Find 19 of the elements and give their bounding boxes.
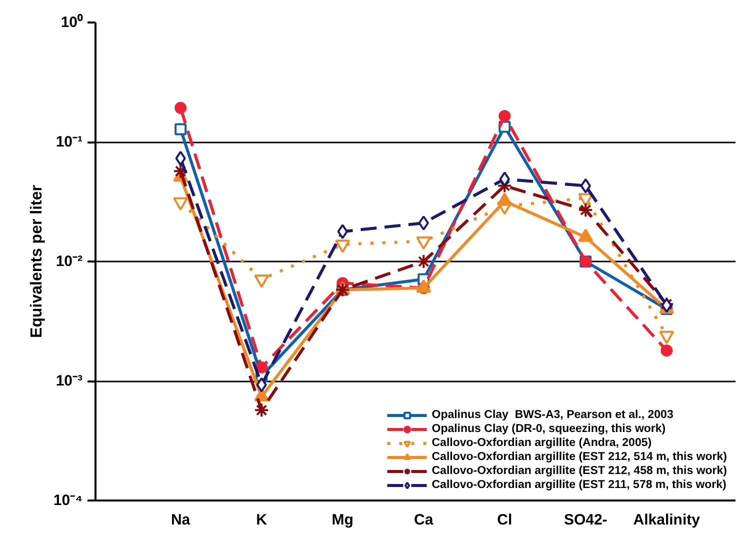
legend-label: Callovo-Oxfordian argillite (EST 212, 458 m, this work) <box>432 464 727 478</box>
y-tick-label: 10⁰ <box>60 13 84 31</box>
y-tick-label: 10⁻⁴ <box>53 492 83 509</box>
y-axis-title: Equivalents per liter <box>28 185 46 338</box>
legend-label: Callovo-Oxfordian argillite (Andra, 2005) <box>432 436 652 450</box>
y-tick-label: 10⁻² <box>56 253 83 270</box>
legend-label: Callovo-Oxfordian argillite (EST 212, 514 m, this work) <box>432 450 727 464</box>
x-tick-label: Ca <box>414 512 434 528</box>
x-tick-label: Mg <box>332 512 354 528</box>
legend-label: Opalinus Clay (DR-0, squeezing, this work) <box>432 422 666 436</box>
y-tick-label: 10⁻³ <box>56 372 83 390</box>
x-tick-label: Alkalinity <box>633 512 701 528</box>
x-tick-label: Na <box>170 512 191 528</box>
x-tick-label: Cl <box>497 512 512 528</box>
y-tick-label: 10⁻¹ <box>56 134 83 150</box>
x-tick-label: SO42- <box>564 512 608 528</box>
x-tick-label: K <box>256 512 268 528</box>
legend-label: Opalinus Clay BWS-A3, Pearson et al., 2003 <box>432 408 674 422</box>
legend-label: Callovo-Oxfordian argillite (EST 211, 578 m, this work) <box>432 478 726 492</box>
